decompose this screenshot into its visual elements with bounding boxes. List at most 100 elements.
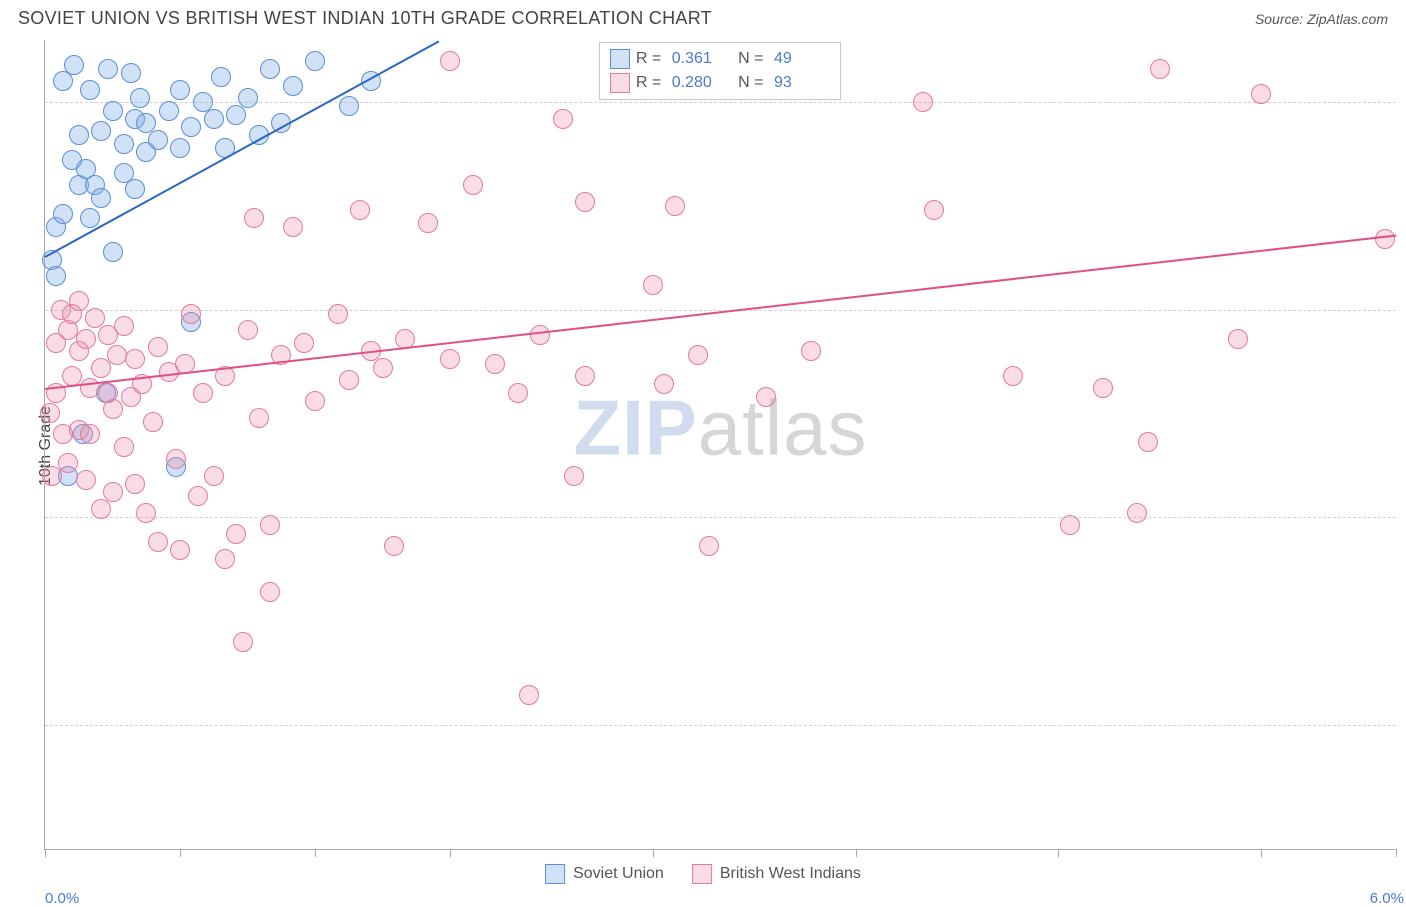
legend-n-value: 93 (774, 71, 830, 95)
legend-n-label: N = (734, 71, 768, 95)
scatter-point-soviet (91, 188, 111, 208)
scatter-point-bwi (756, 387, 776, 407)
scatter-point-bwi (181, 304, 201, 324)
scatter-point-bwi (339, 370, 359, 390)
scatter-point-soviet (46, 266, 66, 286)
legend-label: British West Indians (720, 865, 861, 883)
scatter-point-bwi (688, 345, 708, 365)
scatter-point-bwi (76, 329, 96, 349)
scatter-point-bwi (575, 192, 595, 212)
scatter-point-bwi (188, 486, 208, 506)
x-tick (45, 849, 46, 857)
scatter-point-bwi (1093, 378, 1113, 398)
scatter-point-bwi (699, 536, 719, 556)
legend-stats-row-bwi: R = 0.280 N = 93 (610, 71, 830, 95)
scatter-point-bwi (80, 424, 100, 444)
scatter-point-bwi (463, 175, 483, 195)
scatter-point-soviet (53, 71, 73, 91)
x-max-label: 6.0% (1370, 890, 1404, 907)
scatter-point-bwi (136, 503, 156, 523)
scatter-point-bwi (575, 366, 595, 386)
scatter-point-soviet (114, 134, 134, 154)
scatter-point-bwi (260, 515, 280, 535)
x-tick (1261, 849, 1262, 857)
x-tick (315, 849, 316, 857)
plot-area: ZIPatlas 85.0%90.0%95.0%100.0%0.0%6.0%R … (44, 40, 1396, 850)
scatter-point-bwi (114, 437, 134, 457)
legend-bottom: Soviet Union British West Indians (545, 864, 861, 884)
x-tick (1058, 849, 1059, 857)
swatch-icon (692, 864, 712, 884)
watermark-atlas: atlas (698, 384, 868, 472)
scatter-point-bwi (260, 582, 280, 602)
swatch-icon (545, 864, 565, 884)
scatter-point-bwi (193, 383, 213, 403)
scatter-point-bwi (204, 466, 224, 486)
legend-r-value: 0.361 (672, 47, 728, 71)
gridline (45, 517, 1396, 518)
scatter-point-bwi (69, 291, 89, 311)
scatter-point-bwi (1138, 432, 1158, 452)
scatter-point-bwi (440, 51, 460, 71)
scatter-point-bwi (1375, 229, 1395, 249)
legend-item-bwi: British West Indians (692, 864, 861, 884)
scatter-point-bwi (244, 208, 264, 228)
scatter-point-bwi (143, 412, 163, 432)
legend-r-label: R = (636, 71, 666, 95)
scatter-point-bwi (913, 92, 933, 112)
scatter-point-bwi (226, 524, 246, 544)
scatter-point-soviet (103, 101, 123, 121)
scatter-point-soviet (130, 88, 150, 108)
watermark: ZIPatlas (573, 383, 867, 474)
scatter-point-bwi (1127, 503, 1147, 523)
scatter-point-soviet (103, 242, 123, 262)
scatter-point-bwi (58, 453, 78, 473)
scatter-point-bwi (350, 200, 370, 220)
scatter-point-bwi (1251, 84, 1271, 104)
scatter-point-bwi (1150, 59, 1170, 79)
x-tick (180, 849, 181, 857)
scatter-point-bwi (665, 196, 685, 216)
scatter-point-bwi (148, 532, 168, 552)
scatter-point-soviet (80, 80, 100, 100)
scatter-point-soviet (69, 125, 89, 145)
scatter-point-soviet (339, 96, 359, 116)
trend-line-bwi (45, 235, 1396, 390)
scatter-point-bwi (373, 358, 393, 378)
scatter-point-bwi (103, 482, 123, 502)
scatter-point-bwi (125, 474, 145, 494)
scatter-point-bwi (40, 403, 60, 423)
scatter-point-bwi (148, 337, 168, 357)
y-tick-label: 90.0% (1402, 509, 1406, 526)
source-label: Source: ZipAtlas.com (1255, 11, 1388, 27)
x-tick (653, 849, 654, 857)
legend-r-label: R = (636, 47, 666, 71)
scatter-point-bwi (530, 325, 550, 345)
scatter-point-bwi (801, 341, 821, 361)
legend-item-soviet: Soviet Union (545, 864, 664, 884)
scatter-point-soviet (91, 121, 111, 141)
scatter-point-bwi (384, 536, 404, 556)
scatter-point-bwi (107, 345, 127, 365)
scatter-point-bwi (553, 109, 573, 129)
scatter-point-bwi (924, 200, 944, 220)
scatter-point-soviet (204, 109, 224, 129)
legend-stats-row-soviet: R = 0.361 N = 49 (610, 47, 830, 71)
scatter-point-soviet (148, 130, 168, 150)
scatter-point-bwi (564, 466, 584, 486)
swatch-icon (610, 49, 630, 69)
scatter-point-bwi (418, 213, 438, 233)
scatter-point-soviet (98, 59, 118, 79)
scatter-point-bwi (294, 333, 314, 353)
scatter-point-bwi (440, 349, 460, 369)
scatter-point-soviet (53, 204, 73, 224)
x-tick (1396, 849, 1397, 857)
scatter-point-bwi (233, 632, 253, 652)
scatter-point-bwi (249, 408, 269, 428)
gridline (45, 725, 1396, 726)
scatter-point-soviet (121, 63, 141, 83)
x-tick (450, 849, 451, 857)
scatter-point-bwi (508, 383, 528, 403)
scatter-point-bwi (328, 304, 348, 324)
scatter-point-bwi (85, 308, 105, 328)
